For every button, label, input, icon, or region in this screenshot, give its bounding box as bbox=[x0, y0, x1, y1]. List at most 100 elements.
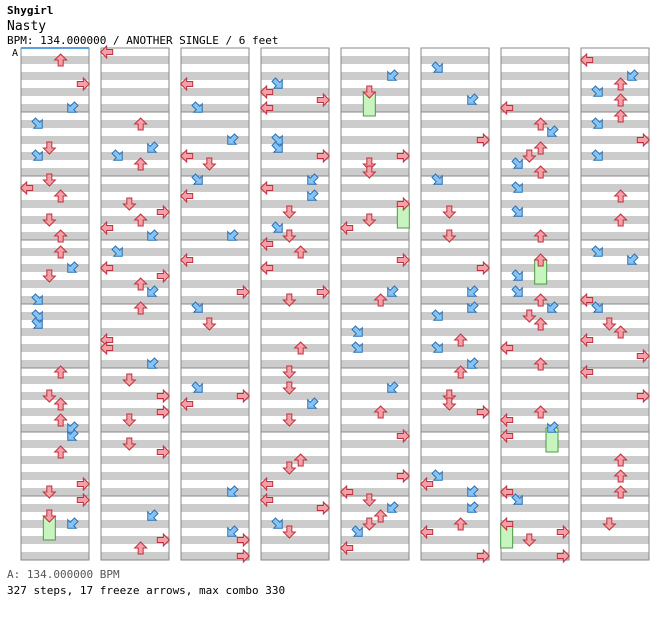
step-arrow bbox=[339, 220, 354, 236]
beat-band bbox=[501, 440, 569, 448]
step-arrow bbox=[627, 69, 639, 81]
beat-band bbox=[501, 88, 569, 96]
beat-band bbox=[101, 520, 169, 528]
step-arrow bbox=[42, 213, 57, 227]
step-arrow bbox=[387, 69, 399, 81]
beat-band bbox=[501, 552, 569, 560]
beat-band bbox=[501, 456, 569, 464]
beat-band bbox=[181, 360, 249, 368]
beat-band bbox=[341, 344, 409, 352]
beat-band bbox=[181, 152, 249, 160]
beat-band bbox=[341, 440, 409, 448]
beat-band bbox=[501, 472, 569, 480]
beat-band bbox=[501, 104, 569, 112]
step-arrow bbox=[362, 493, 377, 507]
step-arrow bbox=[133, 117, 148, 131]
beat-band bbox=[421, 104, 489, 112]
beat-band bbox=[581, 72, 649, 80]
beat-band bbox=[341, 504, 409, 512]
beat-band bbox=[101, 344, 169, 352]
beat-band bbox=[581, 440, 649, 448]
step-arrow bbox=[602, 517, 617, 531]
beat-band bbox=[101, 184, 169, 192]
chart-column bbox=[419, 47, 491, 564]
step-arrow bbox=[53, 229, 68, 243]
step-arrow bbox=[147, 141, 159, 153]
beat-band bbox=[581, 376, 649, 384]
beat-band bbox=[21, 376, 89, 384]
column-frame bbox=[500, 47, 570, 561]
beat-band bbox=[101, 264, 169, 272]
step-arrow bbox=[316, 148, 331, 164]
beat-band bbox=[261, 376, 329, 384]
beat-band bbox=[341, 184, 409, 192]
beat-band bbox=[501, 136, 569, 144]
beat-band bbox=[21, 280, 89, 288]
step-arrow bbox=[111, 245, 123, 257]
step-arrow bbox=[42, 141, 57, 155]
step-arrow bbox=[511, 157, 523, 169]
step-arrow bbox=[42, 389, 57, 403]
step-arrow bbox=[476, 260, 491, 276]
step-arrow bbox=[259, 492, 274, 508]
beat-band bbox=[261, 312, 329, 320]
beat-band bbox=[501, 424, 569, 432]
step-arrow bbox=[282, 413, 297, 427]
beat-band bbox=[101, 104, 169, 112]
beat-band bbox=[21, 552, 89, 560]
step-arrow bbox=[271, 141, 283, 153]
beat-band bbox=[261, 408, 329, 416]
step-arrow bbox=[133, 157, 148, 171]
step-arrow bbox=[67, 101, 79, 113]
step-arrow bbox=[202, 317, 217, 331]
beat-band bbox=[421, 88, 489, 96]
step-arrow bbox=[53, 365, 68, 379]
step-arrow bbox=[591, 85, 603, 97]
beat-band bbox=[101, 136, 169, 144]
beat-band bbox=[181, 168, 249, 176]
step-arrow bbox=[511, 269, 523, 281]
beat-band bbox=[101, 232, 169, 240]
beat-band bbox=[181, 392, 249, 400]
beat-band bbox=[261, 520, 329, 528]
beat-band bbox=[181, 424, 249, 432]
step-arrow bbox=[122, 413, 137, 427]
step-arrow bbox=[236, 532, 251, 548]
step-arrow bbox=[99, 44, 114, 60]
step-arrow bbox=[351, 341, 363, 353]
step-arrow bbox=[282, 381, 297, 395]
beat-band bbox=[101, 328, 169, 336]
beat-band bbox=[341, 264, 409, 272]
beat-band bbox=[21, 440, 89, 448]
step-arrow bbox=[42, 269, 57, 283]
beat-band bbox=[101, 56, 169, 64]
beat-band bbox=[181, 344, 249, 352]
beat-band bbox=[261, 104, 329, 112]
beat-band bbox=[261, 56, 329, 64]
step-arrow bbox=[613, 453, 628, 467]
step-arrow bbox=[259, 100, 274, 116]
beat-band bbox=[341, 200, 409, 208]
beat-band bbox=[261, 472, 329, 480]
step-arrow bbox=[133, 213, 148, 227]
step-arrow bbox=[627, 253, 639, 265]
step-arrow bbox=[442, 397, 457, 411]
chart-column bbox=[259, 47, 331, 561]
beat-band bbox=[181, 440, 249, 448]
beat-band bbox=[21, 312, 89, 320]
beat-band bbox=[581, 312, 649, 320]
step-arrow bbox=[476, 548, 491, 564]
step-arrow bbox=[67, 517, 79, 529]
beat-band bbox=[421, 552, 489, 560]
beat-band bbox=[421, 264, 489, 272]
step-arrow bbox=[31, 117, 43, 129]
step-arrow bbox=[156, 388, 171, 404]
column-frame bbox=[580, 47, 650, 561]
beat-band bbox=[581, 392, 649, 400]
step-arrow bbox=[591, 301, 603, 313]
beat-band bbox=[341, 312, 409, 320]
beat-band bbox=[501, 504, 569, 512]
beat-band bbox=[21, 344, 89, 352]
beat-band bbox=[341, 152, 409, 160]
beat-band bbox=[101, 248, 169, 256]
